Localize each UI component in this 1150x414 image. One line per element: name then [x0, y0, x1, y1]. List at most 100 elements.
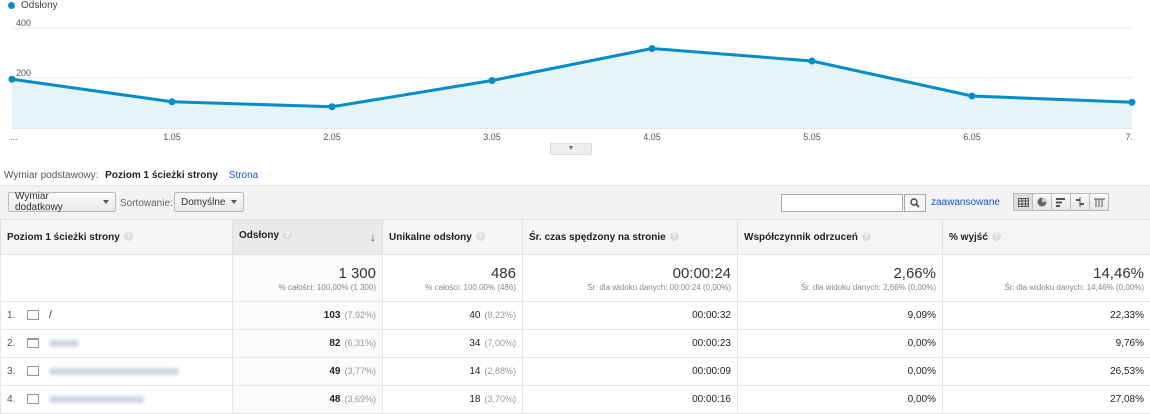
exit-rate-cell: 26,53% — [943, 358, 1150, 386]
pie-view-icon[interactable] — [1032, 193, 1052, 211]
primary-dimension-label: Wymiar podstawowy: — [4, 170, 98, 181]
line-chart: 400 200... 1.05 2.05 3.05 4.05 5.05 6.05 7. — [0, 0, 1150, 152]
path-cell[interactable]: 1./ — [1, 302, 233, 330]
data-point — [329, 103, 336, 110]
primary-dimension-bar: Wymiar podstawowy: Poziom 1 ścieżki stro… — [4, 170, 258, 181]
advanced-filter-link[interactable]: zaawansowane — [931, 197, 1000, 208]
unique-views-cell: 34(7,00%) — [383, 330, 523, 358]
page-icon[interactable] — [27, 394, 39, 404]
sort-arrow-down-icon: ↓ — [370, 230, 376, 244]
y-tick-label: 200 — [16, 68, 31, 78]
col-header-bounce-rate[interactable]: Współczynnik odrzuceń? — [738, 220, 943, 255]
bounce-rate-cell: 0,00% — [738, 330, 943, 358]
summary-cell: 2,66%Śr. dla widoku danych: 2,66% (0,00%… — [738, 255, 943, 302]
series-area — [12, 49, 1132, 129]
col-header-path[interactable]: Poziom 1 ścieżki strony? — [1, 220, 233, 255]
comparison-view-icon[interactable] — [1070, 193, 1090, 211]
search-button[interactable] — [904, 194, 926, 212]
bar-view-icon[interactable] — [1051, 193, 1071, 211]
data-point — [1129, 99, 1136, 106]
help-icon[interactable]: ? — [670, 232, 679, 241]
x-tick-label: 2.05 — [323, 132, 341, 142]
unique-views-cell: 14(2,88%) — [383, 358, 523, 386]
sort-label: Sortowanie: — [120, 198, 173, 209]
table-toolbar: Wymiar dodatkowy Sortowanie: Domyślne za… — [0, 185, 1150, 220]
summary-cell: 14,46%Śr. dla widoku danych: 14,46% (0,0… — [943, 255, 1150, 302]
col-header-avg-time[interactable]: Śr. czas spędzony na stronie? — [523, 220, 738, 255]
summary-cell: 1 300% całości: 100,00% (1 300) — [233, 255, 383, 302]
page-icon[interactable] — [27, 366, 39, 376]
dimension-active: Poziom 1 ścieżki strony — [105, 170, 218, 181]
summary-cell: 486% całości: 100,00% (486) — [383, 255, 523, 302]
x-tick-label: 1.05 — [163, 132, 181, 142]
chevron-down-icon — [103, 200, 109, 204]
redacted-path — [49, 340, 79, 347]
help-icon[interactable]: ? — [283, 231, 292, 240]
path-cell[interactable]: 3. — [1, 358, 233, 386]
secondary-dimension-label: Wymiar dodatkowy — [15, 191, 97, 213]
pivot-view-icon[interactable] — [1089, 193, 1109, 211]
exit-rate-cell: 9,76% — [943, 330, 1150, 358]
secondary-dimension-button[interactable]: Wymiar dodatkowy — [8, 192, 116, 212]
search-icon — [910, 198, 920, 208]
avg-time-cell: 00:00:32 — [523, 302, 738, 330]
exit-rate-cell: 27,08% — [943, 386, 1150, 414]
avg-time-cell: 00:00:16 — [523, 386, 738, 414]
table-header-row: Poziom 1 ścieżki strony? Odsłony?↓ Unika… — [1, 220, 1150, 255]
help-icon[interactable]: ? — [992, 232, 1001, 241]
path-cell[interactable]: 2. — [1, 330, 233, 358]
redacted-path — [49, 368, 179, 375]
y-tick-label: 400 — [16, 18, 31, 28]
redacted-path — [49, 396, 144, 403]
chart-collapse-handle[interactable]: ▼ — [550, 143, 592, 155]
col-header-views[interactable]: Odsłony?↓ — [233, 220, 383, 255]
avg-time-cell: 00:00:09 — [523, 358, 738, 386]
col-header-unique-views[interactable]: Unikalne odsłony? — [383, 220, 523, 255]
views-cell: 82(6,31%) — [233, 330, 383, 358]
data-point — [809, 58, 816, 65]
unique-views-cell: 18(3,70%) — [383, 386, 523, 414]
help-icon[interactable]: ? — [476, 232, 485, 241]
summary-blank — [1, 255, 233, 302]
data-point — [9, 76, 16, 83]
folder-icon[interactable] — [27, 338, 39, 348]
views-cell: 49(3,77%) — [233, 358, 383, 386]
data-table: Poziom 1 ścieżki strony? Odsłony?↓ Unika… — [0, 219, 1150, 414]
x-tick-label: 4.05 — [643, 132, 661, 142]
bounce-rate-cell: 0,00% — [738, 386, 943, 414]
data-point — [969, 93, 976, 100]
search-input[interactable] — [781, 194, 903, 212]
summary-row: 1 300% całości: 100,00% (1 300) 486% cał… — [1, 255, 1150, 302]
table-view-icon[interactable] — [1013, 193, 1033, 211]
data-point — [649, 45, 656, 52]
x-tick-label: 5.05 — [803, 132, 821, 142]
data-point — [169, 98, 176, 105]
x-tick-label: 3.05 — [483, 132, 501, 142]
unique-views-cell: 40(8,23%) — [383, 302, 523, 330]
x-tick-label: 7. — [1125, 132, 1133, 142]
help-icon[interactable]: ? — [124, 232, 133, 241]
path-cell[interactable]: 4. — [1, 386, 233, 414]
x-tick-label: ... — [10, 132, 18, 142]
bounce-rate-cell: 9,09% — [738, 302, 943, 330]
exit-rate-cell: 22,33% — [943, 302, 1150, 330]
page-icon[interactable] — [27, 310, 39, 320]
help-icon[interactable]: ? — [862, 232, 871, 241]
avg-time-cell: 00:00:23 — [523, 330, 738, 358]
bounce-rate-cell: 0,00% — [738, 358, 943, 386]
view-switcher — [1014, 193, 1109, 211]
path-link[interactable]: / — [49, 310, 52, 321]
col-header-exit-rate[interactable]: % wyjść? — [943, 220, 1150, 255]
dimension-link-strona[interactable]: Strona — [229, 170, 258, 181]
x-tick-label: 6.05 — [963, 132, 981, 142]
data-point — [489, 77, 496, 84]
sort-select[interactable]: Domyślne — [174, 192, 244, 212]
sort-value: Domyślne — [181, 197, 225, 208]
views-cell: 48(3,69%) — [233, 386, 383, 414]
views-cell: 103(7,92%) — [233, 302, 383, 330]
